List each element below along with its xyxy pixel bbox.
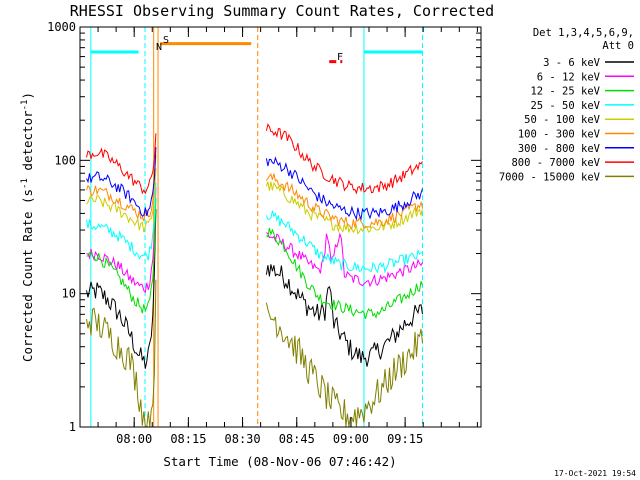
legend-label: 25 - 50 keV [530,100,600,112]
x-axis-label: Start Time (08-Nov-06 07:46:42) [163,454,396,469]
plot-frame [79,26,482,428]
series-line [266,232,423,288]
series-line [86,209,157,369]
x-tick-label: 08:00 [116,432,152,446]
x-tick-label: 08:15 [170,432,206,446]
legend-label: 6 - 12 keV [537,71,601,83]
flag-bars [90,42,423,64]
legend-label: 50 - 100 keV [524,114,601,126]
legend-label: 3 - 6 keV [543,57,601,69]
series-line [86,168,157,233]
y-tick-label: 1 [69,420,76,434]
series-line [86,147,157,217]
legend: Det 1,3,4,5,6,9, Att 0 3 - 6 keV 6 - 12 k… [499,27,634,183]
legend-label: 300 - 800 keV [518,143,601,155]
legend-label: 7000 - 15000 keV [499,171,601,183]
legend-header-attenuator: Att 0 [602,40,634,52]
chart-title: RHESSI Observing Summary Count Rates, Co… [70,2,494,20]
series-line [86,182,157,261]
x-tick-label: 09:15 [387,432,423,446]
annotation-n: N [156,42,162,53]
legend-label: 800 - 7000 keV [511,157,600,169]
y-tick-label: 100 [54,153,76,167]
legend-label: 100 - 300 keV [518,129,601,141]
annotation-f: F [337,52,343,63]
annotation-s: S [163,35,169,46]
series-line [265,264,423,367]
y-tick-label: 10 [62,287,76,301]
y-tick-label: 1000 [47,20,76,34]
series-line [86,155,157,223]
x-tick-label: 08:45 [279,432,315,446]
series-line [265,123,423,195]
x-axis-ticks: 08:00 08:15 08:30 08:45 09:00 09:15 [97,27,478,446]
legend-label: 12 - 25 keV [530,86,600,98]
y-axis-label: Corrected Count Rate (s-1 detector-1) [20,92,35,362]
legend-header-detectors: Det 1,3,4,5,6,9, [533,27,634,39]
series-line [266,227,423,320]
timestamp: 17-Oct-2021 19:54 [554,469,636,478]
x-tick-label: 09:00 [333,432,369,446]
series-line [265,302,423,427]
series-lines [86,123,423,428]
series-line [86,133,157,195]
series-line [265,210,423,274]
series-line [265,156,423,221]
y-axis-ticks: 1 10 100 1000 [47,20,481,434]
x-tick-label: 08:30 [225,432,261,446]
series-line [86,279,157,428]
series-line [265,172,423,230]
series-line [86,197,157,314]
